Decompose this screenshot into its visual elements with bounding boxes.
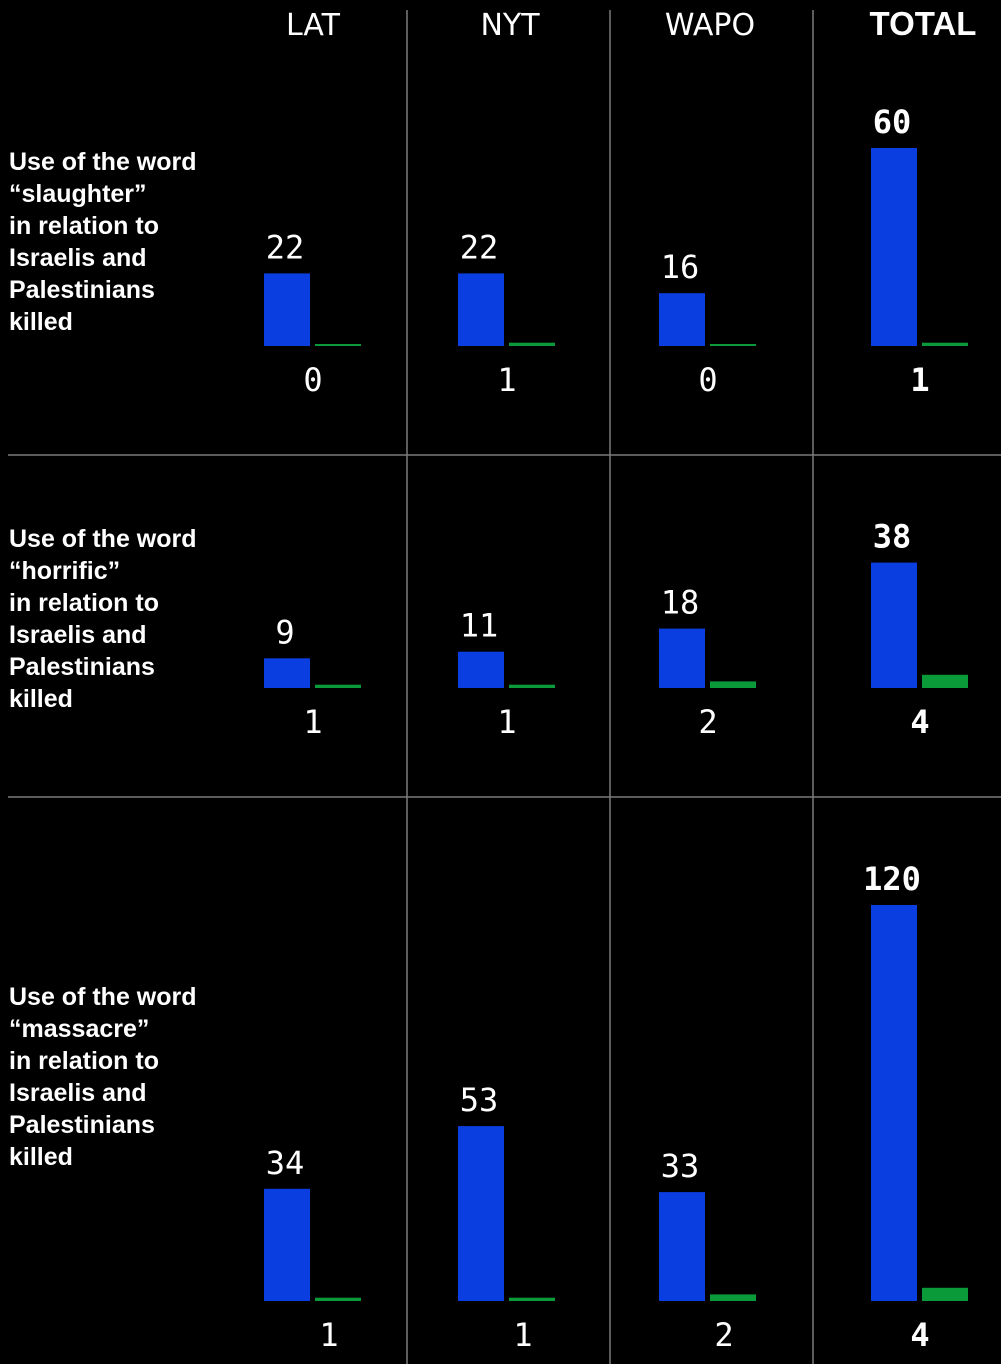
row-label-line: Use of the word: [9, 148, 197, 176]
row-label-line: killed: [9, 1143, 73, 1171]
bar-israelis: [659, 628, 705, 688]
row-label-line: killed: [9, 308, 73, 336]
row-label-line: Palestinians: [9, 1111, 155, 1139]
column-header-nyt: NYT: [480, 8, 540, 43]
value-label-israelis: 38: [873, 518, 912, 556]
value-label-israelis: 120: [863, 860, 921, 898]
value-label-palestinians: 1: [513, 1316, 532, 1354]
row-label-line: “massacre”: [9, 1015, 149, 1043]
bar-palestinians: [315, 344, 361, 346]
value-label-palestinians: 2: [698, 703, 717, 741]
row-label-line: “horrific”: [9, 557, 120, 585]
value-label-palestinians: 1: [497, 703, 516, 741]
bar-palestinians: [509, 684, 555, 688]
column-header-lat: LAT: [286, 8, 341, 43]
value-label-israelis: 22: [266, 228, 305, 266]
row-label-line: Israelis and: [9, 621, 147, 649]
row-label-line: Use of the word: [9, 525, 197, 553]
value-label-israelis: 18: [661, 584, 700, 622]
bar-israelis: [659, 1192, 705, 1301]
value-label-israelis: 33: [661, 1147, 700, 1185]
row-label-line: in relation to: [9, 589, 159, 617]
bar-israelis: [871, 905, 917, 1301]
row-label-line: in relation to: [9, 1047, 159, 1075]
bar-palestinians: [315, 684, 361, 688]
bar-israelis: [659, 293, 705, 346]
bar-israelis: [264, 273, 310, 346]
value-label-israelis: 53: [460, 1081, 499, 1119]
column-header-wapo: WAPO: [665, 8, 755, 43]
row-label: Use of the word “horrific” in relation to I…: [9, 525, 197, 713]
value-label-palestinians: 0: [303, 361, 322, 399]
value-label-palestinians: 0: [698, 361, 717, 399]
row-label-line: Use of the word: [9, 983, 197, 1011]
bar-israelis: [264, 658, 310, 688]
value-label-israelis: 60: [873, 103, 912, 141]
bar-palestinians: [710, 681, 756, 688]
value-label-palestinians: 1: [319, 1316, 338, 1354]
value-label-israelis: 16: [661, 248, 700, 286]
bar-palestinians: [922, 1287, 968, 1301]
bar-israelis: [871, 148, 917, 346]
column-header-total: TOTAL: [870, 5, 977, 42]
row-label: Use of the word “massacre” in relation to I…: [9, 983, 197, 1171]
bar-israelis: [458, 1126, 504, 1301]
value-label-palestinians: 4: [910, 1316, 929, 1354]
value-label-palestinians: 1: [910, 361, 929, 399]
bar-palestinians: [710, 1294, 756, 1301]
value-label-israelis: 34: [266, 1144, 305, 1182]
bar-palestinians: [922, 342, 968, 346]
row-label-line: Israelis and: [9, 1079, 147, 1107]
value-label-palestinians: 2: [714, 1316, 733, 1354]
value-label-palestinians: 1: [303, 703, 322, 741]
bar-israelis: [458, 273, 504, 346]
bar-palestinians: [710, 344, 756, 346]
value-label-palestinians: 4: [910, 703, 929, 741]
row-label-line: Palestinians: [9, 653, 155, 681]
bar-palestinians: [509, 342, 555, 346]
bar-palestinians: [509, 1297, 555, 1301]
row-label-line: Palestinians: [9, 276, 155, 304]
row-label-line: “slaughter”: [9, 180, 147, 208]
bar-palestinians: [315, 1297, 361, 1301]
bar-israelis: [871, 562, 917, 688]
value-label-israelis: 22: [460, 228, 499, 266]
bar-palestinians: [922, 674, 968, 688]
bar-israelis: [458, 651, 504, 688]
value-label-israelis: 11: [460, 607, 499, 645]
row-label-line: killed: [9, 685, 73, 713]
bar-israelis: [264, 1188, 310, 1301]
value-label-palestinians: 1: [497, 361, 516, 399]
row-label: Use of the word “slaughter” in relation to…: [9, 148, 197, 336]
row-label-line: in relation to: [9, 212, 159, 240]
row-label-line: Israelis and: [9, 244, 147, 272]
value-label-israelis: 9: [275, 613, 294, 651]
